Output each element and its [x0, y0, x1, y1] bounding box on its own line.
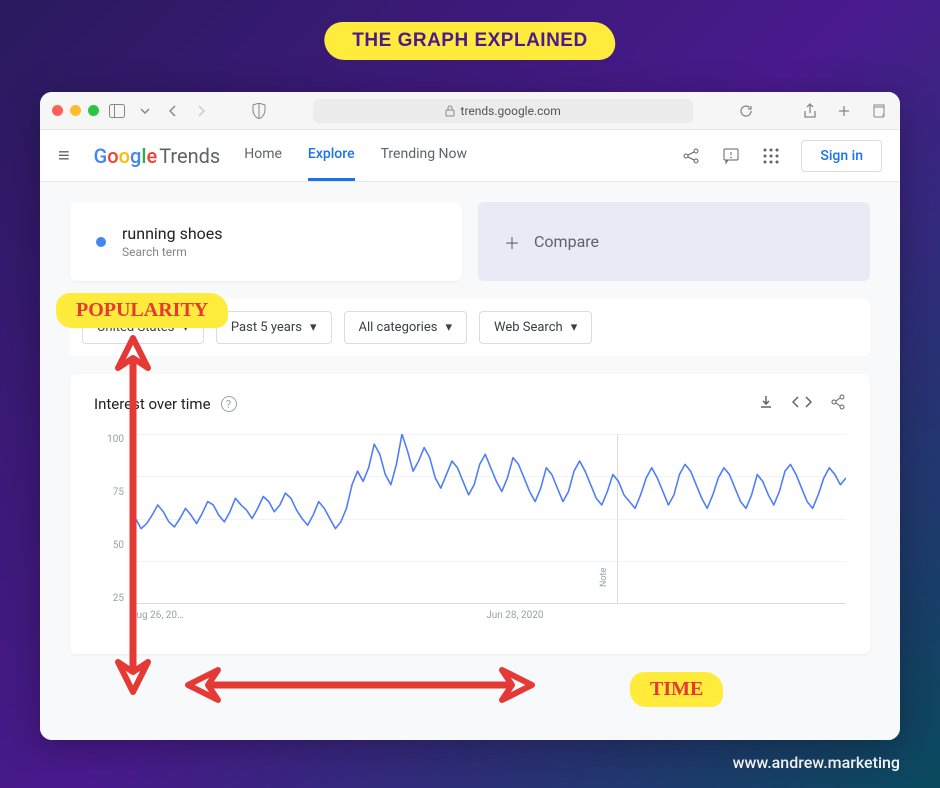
annotation-time: TIME: [630, 672, 723, 707]
search-term-subtitle: Search term: [122, 245, 223, 259]
hamburger-icon[interactable]: ≡: [58, 143, 70, 168]
traffic-lights: [52, 105, 99, 116]
reload-icon[interactable]: [736, 101, 756, 121]
forward-icon[interactable]: [191, 101, 211, 121]
interest-chart-card: Interest over time ? 100 7: [70, 374, 870, 654]
compare-label: Compare: [534, 232, 599, 251]
trends-body: running shoes Search term ＋ Compare Unit…: [40, 182, 900, 740]
download-icon[interactable]: [758, 394, 774, 414]
share-chart-icon[interactable]: [830, 394, 846, 414]
search-term-text: running shoes: [122, 224, 223, 243]
chevron-down-icon[interactable]: [135, 101, 155, 121]
footer-url: www.andrew.marketing: [733, 753, 900, 772]
nav-trending-now[interactable]: Trending Now: [381, 130, 467, 181]
share-page-icon[interactable]: [681, 146, 701, 166]
signin-button[interactable]: Sign in: [801, 140, 882, 172]
maximize-dot[interactable]: [88, 105, 99, 116]
url-text: trends.google.com: [461, 104, 561, 118]
help-icon[interactable]: ?: [221, 396, 237, 412]
filter-searchtype[interactable]: Web Search▾: [479, 311, 592, 344]
embed-icon[interactable]: [792, 394, 812, 414]
share-icon[interactable]: [800, 101, 820, 121]
term-color-dot: [96, 237, 106, 247]
filter-timerange[interactable]: Past 5 years▾: [216, 311, 332, 344]
trends-header: ≡ Google Trends Home Explore Trending No…: [40, 130, 900, 182]
infographic-title: THE GRAPH EXPLAINED: [324, 22, 615, 60]
filter-category[interactable]: All categories▾: [344, 311, 467, 344]
minimize-dot[interactable]: [70, 105, 81, 116]
apps-grid-icon[interactable]: [761, 146, 781, 166]
plot-area: Note: [130, 434, 846, 604]
nav-explore[interactable]: Explore: [308, 130, 355, 181]
compare-card[interactable]: ＋ Compare: [478, 202, 870, 281]
search-term-card[interactable]: running shoes Search term: [70, 202, 462, 281]
tabs-icon[interactable]: [868, 101, 888, 121]
new-tab-icon[interactable]: [834, 101, 854, 121]
main-nav: Home Explore Trending Now: [244, 130, 467, 181]
plus-icon: ＋: [504, 230, 520, 254]
x-axis-labels: Aug 26, 20… Jun 28, 2020: [130, 610, 846, 621]
y-axis-labels: 100 75 50 25: [94, 434, 124, 604]
chart-area: 100 75 50 25 Note Aug 26: [94, 434, 846, 634]
google-trends-logo[interactable]: Google Trends: [94, 144, 221, 168]
chart-title: Interest over time: [94, 395, 211, 413]
close-dot[interactable]: [52, 105, 63, 116]
lock-icon: [445, 105, 455, 117]
trend-line: [130, 434, 846, 603]
url-bar[interactable]: trends.google.com: [313, 99, 693, 123]
sidebar-toggle-icon[interactable]: [107, 101, 127, 121]
browser-chrome-bar: trends.google.com: [40, 92, 900, 130]
back-icon[interactable]: [163, 101, 183, 121]
browser-window: trends.google.com ≡ Google Trends Home E…: [40, 92, 900, 740]
shield-icon[interactable]: [249, 101, 269, 121]
nav-home[interactable]: Home: [244, 130, 282, 181]
annotation-popularity: POPULARITY: [56, 293, 228, 328]
feedback-icon[interactable]: [721, 146, 741, 166]
